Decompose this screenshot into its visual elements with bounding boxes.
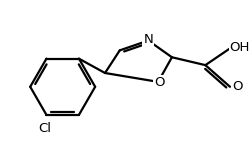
Text: OH: OH [230, 41, 250, 54]
Text: O: O [233, 80, 243, 93]
Text: N: N [143, 33, 153, 46]
Text: Cl: Cl [38, 122, 51, 135]
Text: O: O [154, 76, 164, 89]
